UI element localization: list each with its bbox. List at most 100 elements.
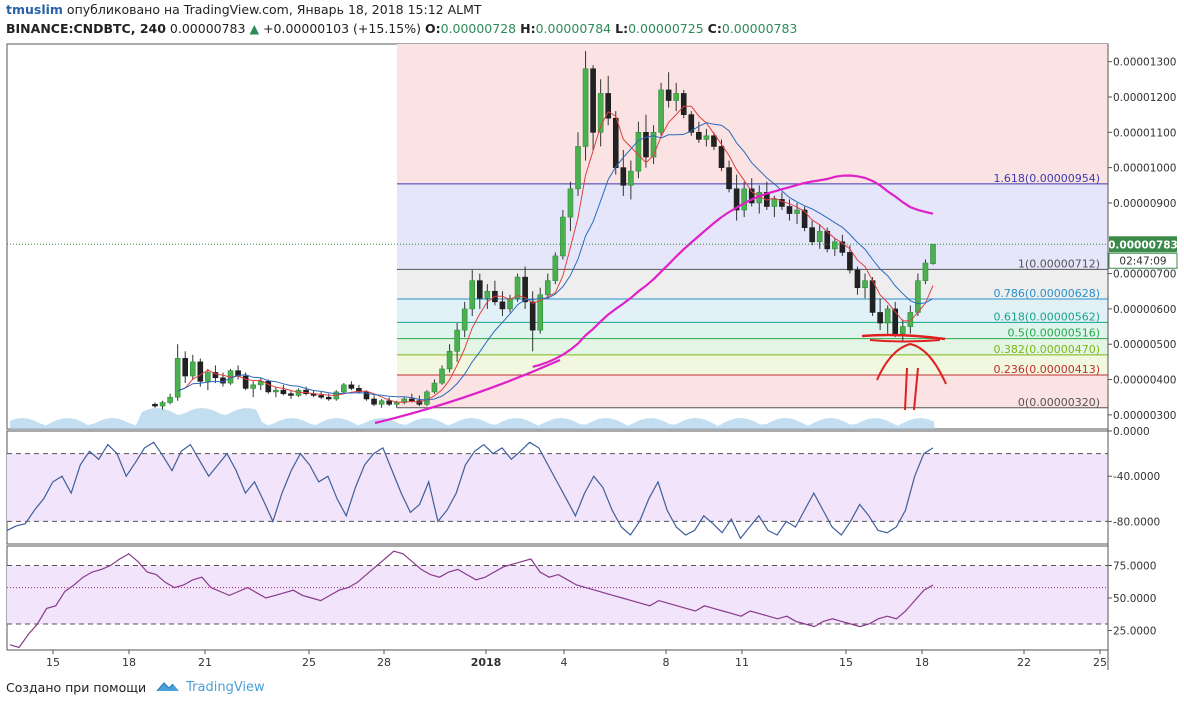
last-price-badge-label: 0.00000783 — [1108, 239, 1178, 251]
candle — [552, 255, 559, 281]
drawn-underline — [869, 339, 941, 343]
candle — [303, 389, 309, 394]
candle — [174, 358, 181, 398]
candle — [786, 206, 793, 214]
price-axis-label: 0.00001300 — [1113, 57, 1176, 69]
candle — [439, 368, 445, 384]
candle — [499, 301, 506, 310]
fib-level-label: 0.786(0.00000628) — [993, 287, 1100, 300]
tradingview-logo-icon[interactable] — [156, 679, 180, 696]
candle — [673, 93, 679, 101]
fib-level-label: 0.618(0.00000562) — [993, 310, 1100, 323]
candle — [409, 398, 415, 402]
candle — [167, 396, 173, 403]
oscillator-axis-label: -40.0000 — [1113, 471, 1160, 483]
published-text: опубликовано на TradingView.com, Январь … — [66, 2, 482, 17]
footer: Создано при помощи TradingView — [6, 679, 265, 696]
fib-level-label: 0.382(0.00000470) — [993, 343, 1100, 356]
candle — [182, 358, 189, 377]
candle — [393, 402, 400, 405]
up-arrow-icon: ▲ — [249, 21, 260, 36]
candle — [612, 117, 619, 168]
candle — [461, 308, 468, 331]
rsi-axis-label: 50.0000 — [1113, 593, 1156, 605]
volume-area — [10, 408, 935, 429]
candle — [205, 372, 211, 382]
candle — [703, 135, 710, 140]
price-axis-label: 0.00001000 — [1113, 163, 1176, 175]
candle — [680, 93, 687, 115]
candle — [794, 209, 800, 214]
oscillator-axis-label: 0.0000 — [1113, 426, 1150, 438]
symbol-label[interactable]: BINANCE:CNDBTC, 240 — [6, 21, 166, 36]
candle — [537, 294, 544, 331]
candle — [325, 396, 332, 400]
candle — [597, 93, 604, 133]
candle — [454, 329, 460, 352]
candle — [159, 402, 166, 407]
fib-zone — [397, 322, 1108, 339]
price-axis-label: 0.00000900 — [1113, 198, 1176, 210]
candle — [650, 132, 657, 158]
time-axis-label: 28 — [377, 656, 391, 669]
candle — [892, 308, 899, 334]
time-axis-label: 4 — [561, 656, 568, 669]
fib-level-label: 0.236(0.00000413) — [993, 363, 1100, 376]
candle — [590, 68, 596, 133]
candle — [643, 132, 649, 158]
candles-group — [152, 51, 936, 410]
price-axis-label: 0.00001200 — [1113, 92, 1176, 104]
candle — [733, 188, 740, 211]
candle — [779, 199, 785, 207]
change-value: +0.00000103 (+15.15%) — [263, 21, 421, 36]
candle — [288, 393, 294, 396]
candle — [801, 209, 808, 228]
low-value: 0.00000725 — [628, 21, 704, 36]
time-axis-label: 2018 — [471, 656, 502, 669]
candle — [869, 280, 876, 313]
candle — [257, 381, 264, 386]
candle — [582, 68, 589, 147]
price-axis-label: 0.00000600 — [1113, 304, 1176, 316]
candle — [884, 308, 891, 324]
candle — [847, 252, 853, 271]
author-link[interactable]: tmuslim — [6, 2, 63, 17]
time-axis-label: 25 — [1093, 656, 1107, 669]
drawn-stroke — [913, 367, 919, 411]
candle — [771, 199, 778, 207]
candle — [726, 167, 732, 190]
candle — [371, 398, 377, 405]
tradingview-link[interactable]: TradingView — [186, 680, 265, 695]
candle — [484, 290, 491, 299]
candle — [718, 146, 725, 168]
fib-level-label: 1.618(0.00000954) — [993, 172, 1100, 185]
low-label: L: — [615, 21, 629, 36]
candle — [658, 89, 664, 133]
candle — [567, 188, 574, 218]
candle — [431, 382, 438, 393]
candle — [341, 384, 347, 393]
high-label: H: — [520, 21, 536, 36]
high-value: 0.00000784 — [535, 21, 612, 36]
rsi-axis-label: 75.0000 — [1113, 561, 1156, 573]
oscillator-axis-label: -80.0000 — [1113, 516, 1160, 528]
drawn-stroke — [904, 367, 908, 411]
drawn-underline — [861, 333, 946, 341]
oscillator-band — [7, 453, 1108, 522]
candle — [688, 114, 695, 133]
candle — [862, 280, 868, 289]
candle — [854, 269, 861, 289]
candle — [507, 298, 513, 310]
oscillator-line — [6, 441, 934, 540]
candle — [446, 350, 453, 370]
fib-zone — [397, 354, 1108, 375]
candle — [877, 312, 883, 324]
candle — [832, 241, 838, 250]
candle — [741, 188, 747, 211]
candle — [748, 188, 755, 204]
time-axis-label: 18 — [122, 656, 136, 669]
price-axis-label: 0.00001100 — [1113, 127, 1176, 139]
rsi-line — [9, 550, 934, 649]
rsi-axis-label: 25.0000 — [1113, 626, 1156, 638]
